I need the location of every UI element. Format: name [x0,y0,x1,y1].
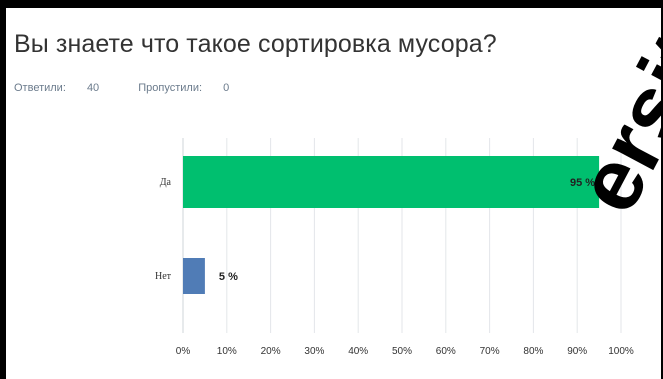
x-tick-label: 70% [480,346,500,357]
x-tick-label: 90% [567,346,587,357]
answered-count: 40 [86,82,100,94]
response-stats: Ответили: 40 Пропустили: 0 [14,82,265,94]
answered-label: Ответили: [14,82,66,94]
bar-1 [183,156,600,208]
x-tick-label: 30% [304,346,324,357]
x-tick-label: 100% [608,346,634,357]
chart-card: Вы знаете что такое сортировка мусора? О… [6,8,661,379]
data-label: 95 % [570,177,595,189]
x-tick-label: 0% [176,346,191,357]
skipped-label: Пропустили: [138,82,203,94]
x-tick-label: 20% [261,346,281,357]
question-title: Вы знаете что такое сортировка мусора? [14,30,497,58]
skipped-stat: Пропустили: 0 [138,82,247,94]
x-tick-label: 60% [436,346,456,357]
skipped-count: 0 [223,82,230,94]
bar-chart: 0% 10% 20% 30% 40% 50% 60% 70% 80% 90% 100% Да 95 % Н… [155,138,634,357]
x-tick-label: 80% [523,346,543,357]
answered-stat: Ответили: 40 [14,82,120,94]
category-label: Нет [155,271,172,282]
category-label: Да [160,177,172,188]
x-tick-label: 40% [348,346,368,357]
x-tick-label: 50% [392,346,412,357]
data-label: 5 % [219,271,238,283]
x-tick-label: 10% [217,346,237,357]
bar-2 [183,258,205,294]
